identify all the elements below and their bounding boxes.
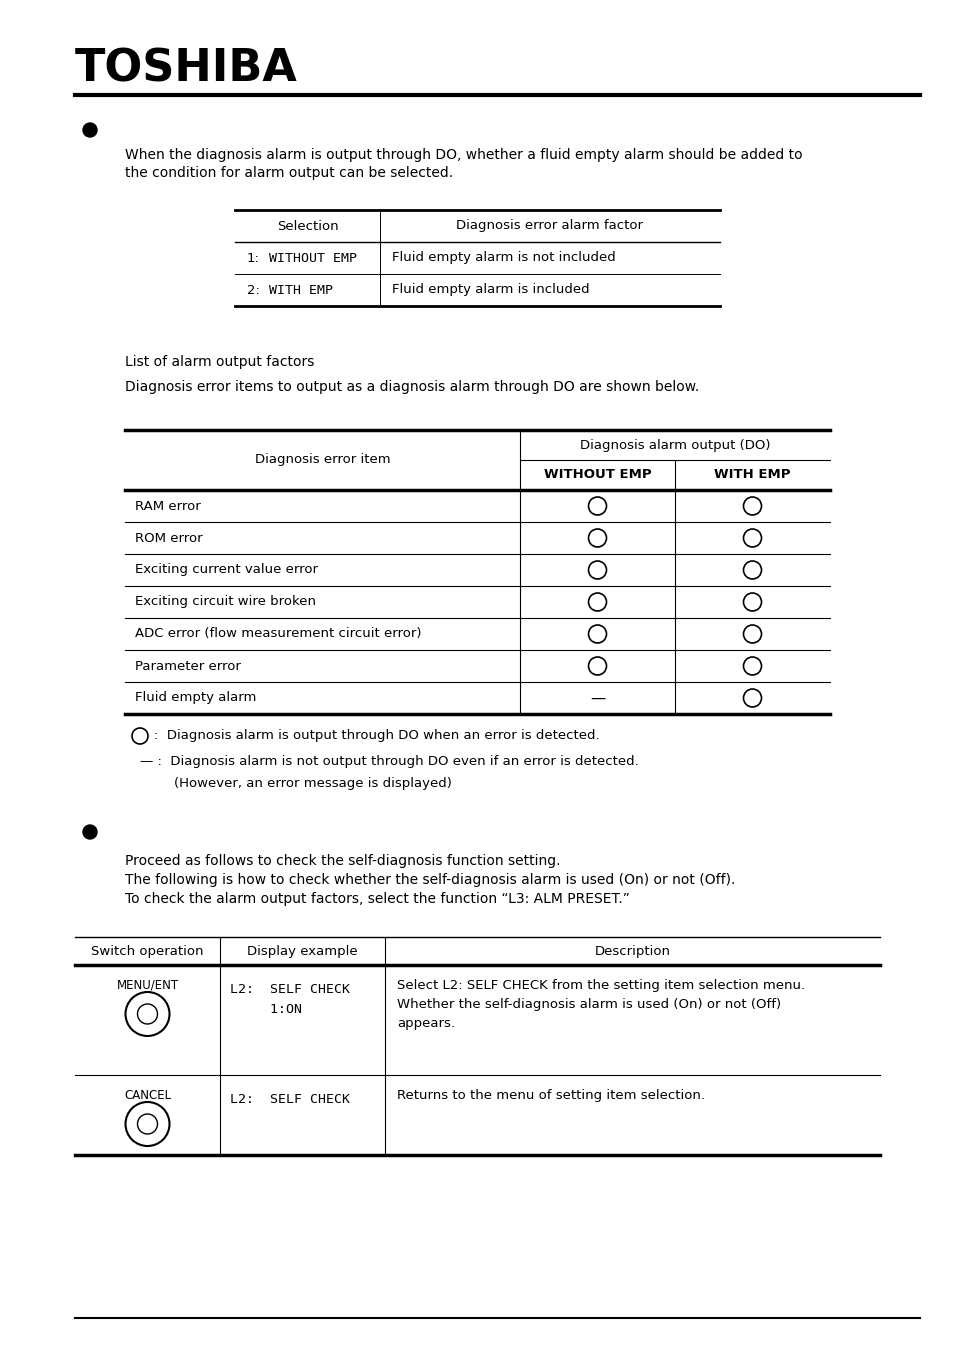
Text: :  Diagnosis alarm is output through DO when an error is detected.: : Diagnosis alarm is output through DO w…: [153, 729, 599, 742]
Text: Exciting circuit wire broken: Exciting circuit wire broken: [135, 595, 315, 609]
Text: RAM error: RAM error: [135, 500, 200, 513]
Text: Diagnosis alarm output (DO): Diagnosis alarm output (DO): [579, 439, 769, 451]
Text: When the diagnosis alarm is output through DO, whether a fluid empty alarm shoul: When the diagnosis alarm is output throu…: [125, 148, 801, 162]
Text: ROM error: ROM error: [135, 532, 202, 544]
Text: Exciting current value error: Exciting current value error: [135, 563, 317, 576]
Text: WITH EMP: WITH EMP: [714, 468, 790, 482]
Text: CANCEL: CANCEL: [124, 1089, 171, 1102]
Text: Diagnosis error item: Diagnosis error item: [254, 454, 390, 467]
Text: Returns to the menu of setting item selection.: Returns to the menu of setting item sele…: [396, 1089, 704, 1102]
Text: Fluid empty alarm is included: Fluid empty alarm is included: [392, 284, 589, 297]
Text: Select L2: SELF CHECK from the setting item selection menu.: Select L2: SELF CHECK from the setting i…: [396, 979, 804, 992]
Text: the condition for alarm output can be selected.: the condition for alarm output can be se…: [125, 166, 453, 180]
Text: L2:  SELF CHECK: L2: SELF CHECK: [230, 983, 350, 996]
Text: Switch operation: Switch operation: [91, 945, 204, 957]
Text: To check the alarm output factors, select the function “L3: ALM PRESET.”: To check the alarm output factors, selec…: [125, 892, 629, 906]
Text: Whether the self-diagnosis alarm is used (On) or not (Off): Whether the self-diagnosis alarm is used…: [396, 998, 781, 1011]
Text: MENU/ENT: MENU/ENT: [116, 979, 178, 992]
Text: Proceed as follows to check the self-diagnosis function setting.: Proceed as follows to check the self-dia…: [125, 855, 560, 868]
Circle shape: [83, 825, 97, 838]
Text: Description: Description: [594, 945, 670, 957]
Text: (However, an error message is displayed): (However, an error message is displayed): [173, 778, 452, 791]
Text: 1:ON: 1:ON: [230, 1003, 302, 1017]
Text: Fluid empty alarm: Fluid empty alarm: [135, 691, 256, 705]
Circle shape: [83, 123, 97, 136]
Text: Diagnosis error alarm factor: Diagnosis error alarm factor: [456, 220, 643, 232]
Text: Selection: Selection: [276, 220, 338, 232]
Text: Fluid empty alarm is not included: Fluid empty alarm is not included: [392, 251, 615, 265]
Text: —: —: [589, 690, 604, 706]
Text: — :  Diagnosis alarm is not output through DO even if an error is detected.: — : Diagnosis alarm is not output throug…: [140, 756, 639, 768]
Text: L2:  SELF CHECK: L2: SELF CHECK: [230, 1094, 350, 1106]
Text: Parameter error: Parameter error: [135, 660, 240, 672]
Text: List of alarm output factors: List of alarm output factors: [125, 355, 314, 369]
Text: appears.: appears.: [396, 1017, 455, 1030]
Text: WITHOUT EMP: WITHOUT EMP: [543, 468, 651, 482]
Text: 1:: 1:: [247, 251, 259, 265]
Text: Display example: Display example: [247, 945, 357, 957]
Text: TOSHIBA: TOSHIBA: [75, 49, 297, 90]
Text: The following is how to check whether the self-diagnosis alarm is used (On) or n: The following is how to check whether th…: [125, 873, 735, 887]
Text: WITHOUT EMP: WITHOUT EMP: [269, 251, 356, 265]
Text: ADC error (flow measurement circuit error): ADC error (flow measurement circuit erro…: [135, 628, 421, 640]
Text: Diagnosis error items to output as a diagnosis alarm through DO are shown below.: Diagnosis error items to output as a dia…: [125, 379, 699, 394]
Text: WITH EMP: WITH EMP: [269, 284, 333, 297]
Text: 2:: 2:: [247, 284, 259, 297]
